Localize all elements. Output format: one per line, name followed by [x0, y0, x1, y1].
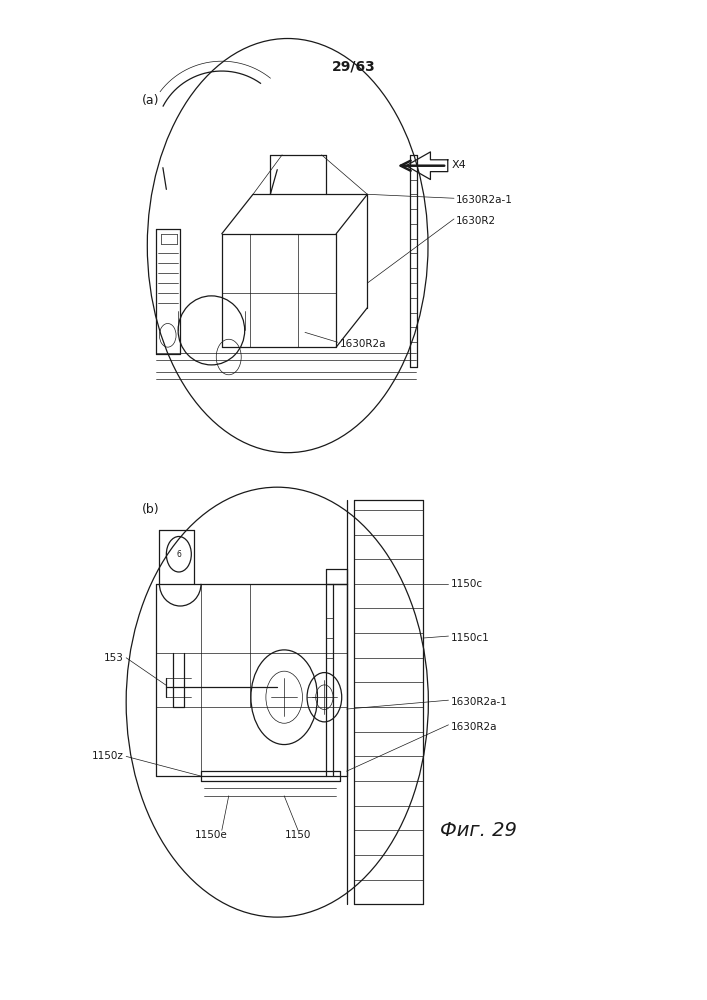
Text: (a): (a): [142, 94, 160, 107]
Text: 29/63: 29/63: [332, 59, 375, 73]
Text: X4: X4: [452, 160, 467, 170]
Text: 1150: 1150: [285, 830, 311, 840]
Text: 1630R2a: 1630R2a: [450, 722, 497, 732]
Text: 153: 153: [103, 653, 124, 663]
Text: 6: 6: [177, 550, 181, 559]
Text: 1630R2a-1: 1630R2a-1: [456, 195, 513, 205]
Text: 1630R2: 1630R2: [456, 216, 496, 226]
Text: Фиг. 29: Фиг. 29: [440, 821, 517, 840]
Text: 1150c: 1150c: [450, 579, 483, 589]
Text: 1150c1: 1150c1: [450, 633, 489, 643]
Text: (b): (b): [142, 503, 160, 516]
Text: 1150z: 1150z: [91, 751, 124, 761]
Text: 1150e: 1150e: [195, 830, 228, 840]
Text: 1630R2a-1: 1630R2a-1: [450, 697, 508, 707]
Text: 1630R2a: 1630R2a: [339, 339, 386, 349]
